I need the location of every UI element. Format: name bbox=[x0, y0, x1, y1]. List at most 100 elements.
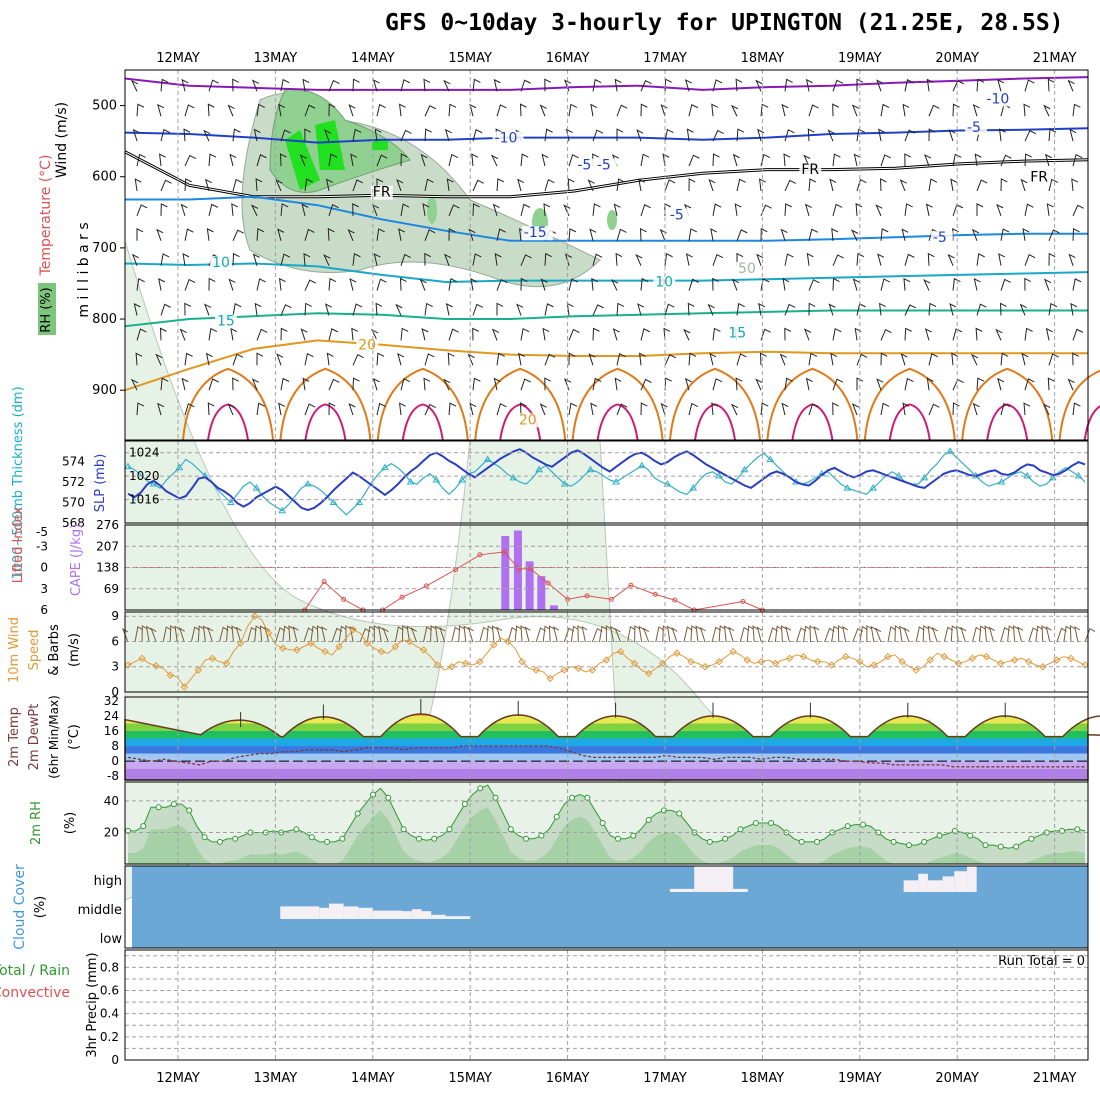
wind-barb bbox=[203, 129, 211, 142]
wind10m-marker bbox=[265, 629, 273, 637]
precip-axis-title: 3hr Precip (mm) bbox=[85, 952, 100, 1057]
wind-barb bbox=[1023, 402, 1031, 416]
wind-barb bbox=[904, 304, 917, 316]
wind-barb bbox=[424, 302, 433, 316]
contour-label: -10 bbox=[986, 91, 1009, 107]
rh2m-marker bbox=[967, 832, 974, 839]
wind-barb bbox=[708, 178, 716, 192]
thickness-axis-title: 1000~500mb Thickness (dm) bbox=[11, 386, 26, 579]
rh2m-marker bbox=[492, 794, 499, 801]
wind-barb bbox=[736, 252, 744, 266]
lifted-index-marker bbox=[608, 596, 614, 602]
bottom-date-label: 12MAY bbox=[156, 1071, 200, 1086]
bottom-date-label: 20MAY bbox=[935, 1071, 979, 1086]
wind10m-marker bbox=[616, 647, 625, 656]
wind-barb bbox=[348, 104, 356, 117]
top-date-label: 13MAY bbox=[254, 51, 298, 66]
wind-barb bbox=[707, 303, 715, 316]
wind-barb bbox=[616, 228, 627, 241]
wind-barb bbox=[1043, 104, 1051, 117]
wind10m-barb bbox=[338, 625, 347, 643]
wind-barb bbox=[304, 104, 316, 117]
wind-barb bbox=[496, 302, 504, 316]
wind-barb bbox=[352, 179, 364, 192]
wind-barb bbox=[899, 179, 907, 192]
wind-barb bbox=[947, 253, 955, 266]
wind-barb bbox=[998, 128, 1006, 142]
wind-barb bbox=[637, 303, 645, 316]
wind-barb bbox=[664, 303, 675, 316]
wind-barb bbox=[468, 228, 476, 241]
wind-barb bbox=[280, 129, 291, 142]
wind-barb bbox=[735, 377, 743, 391]
wind-barb bbox=[136, 103, 145, 117]
wind-barb bbox=[808, 403, 819, 416]
thickness-line bbox=[127, 450, 1086, 516]
wind-barb bbox=[136, 278, 145, 291]
wind-barb bbox=[856, 178, 867, 192]
wind-barb bbox=[688, 278, 699, 291]
wind10m-marker bbox=[349, 625, 357, 634]
wind-barb bbox=[805, 377, 813, 391]
wind-barb bbox=[976, 179, 988, 192]
wind-barb bbox=[182, 252, 190, 266]
contour-label-bg bbox=[214, 314, 237, 329]
wind10m-barb bbox=[614, 627, 622, 643]
wind10m-barb bbox=[553, 626, 560, 643]
wind-barb bbox=[544, 252, 552, 266]
wind-barb bbox=[520, 153, 529, 167]
wind-barb bbox=[640, 402, 648, 416]
cloud-high-block bbox=[903, 880, 919, 892]
wind-barb bbox=[424, 403, 437, 416]
wind-barb bbox=[568, 154, 579, 167]
wind-barb bbox=[1072, 328, 1084, 341]
wind10m-barb bbox=[866, 625, 873, 642]
wind-barb bbox=[255, 178, 263, 191]
temp-tick-label: 0 bbox=[111, 754, 119, 768]
wind-barb bbox=[323, 129, 332, 142]
wind-barb bbox=[832, 277, 840, 291]
wind-barb bbox=[136, 204, 148, 217]
thickness-marker bbox=[406, 478, 415, 485]
wind-barb bbox=[709, 352, 717, 366]
wind10m-barb bbox=[903, 627, 910, 643]
lifted-index-marker bbox=[584, 593, 590, 599]
wind-barb bbox=[880, 228, 889, 241]
wind-barb bbox=[254, 302, 262, 316]
wind-barb bbox=[590, 402, 598, 416]
wind-barb bbox=[131, 253, 140, 266]
wind-barb bbox=[398, 228, 406, 241]
wind-barb bbox=[1067, 378, 1075, 391]
gridlines bbox=[125, 525, 1088, 610]
wind10m-barb bbox=[739, 626, 750, 643]
wind-barb bbox=[208, 79, 219, 92]
wind-barb bbox=[976, 303, 987, 316]
upper-air-ylabel: m i l l i b a r s bbox=[76, 222, 92, 317]
thickness-marker bbox=[226, 498, 235, 505]
contour-label-bg bbox=[594, 158, 617, 173]
wind10m-barb bbox=[577, 625, 584, 643]
wind-barb bbox=[904, 79, 914, 92]
wind10m-barb bbox=[824, 627, 835, 643]
wind-barb bbox=[568, 402, 578, 416]
thickness-tick-label: 570 bbox=[62, 496, 85, 510]
thickness-marker bbox=[612, 478, 621, 485]
wind-barb bbox=[374, 128, 382, 142]
wind-barb bbox=[132, 128, 140, 142]
wind10m-barb bbox=[141, 625, 148, 643]
wind-barb bbox=[1071, 178, 1079, 192]
contour-label-bg bbox=[370, 185, 393, 200]
wind10m-speed-line bbox=[127, 615, 1086, 688]
wind-barb bbox=[640, 378, 652, 391]
wind10m-barb bbox=[570, 625, 579, 643]
wind10m-barb bbox=[496, 626, 503, 643]
precip-tick-label: 0 bbox=[111, 1053, 119, 1067]
wind-barb bbox=[472, 203, 480, 216]
wind10m-barb bbox=[247, 626, 257, 643]
rh2m-panel bbox=[125, 782, 1088, 864]
lifted-index-marker bbox=[652, 591, 658, 597]
wind10m-marker bbox=[884, 652, 892, 661]
wind10m-marker bbox=[602, 656, 611, 664]
wind-barb bbox=[1048, 252, 1056, 266]
wind-barb bbox=[448, 328, 459, 341]
